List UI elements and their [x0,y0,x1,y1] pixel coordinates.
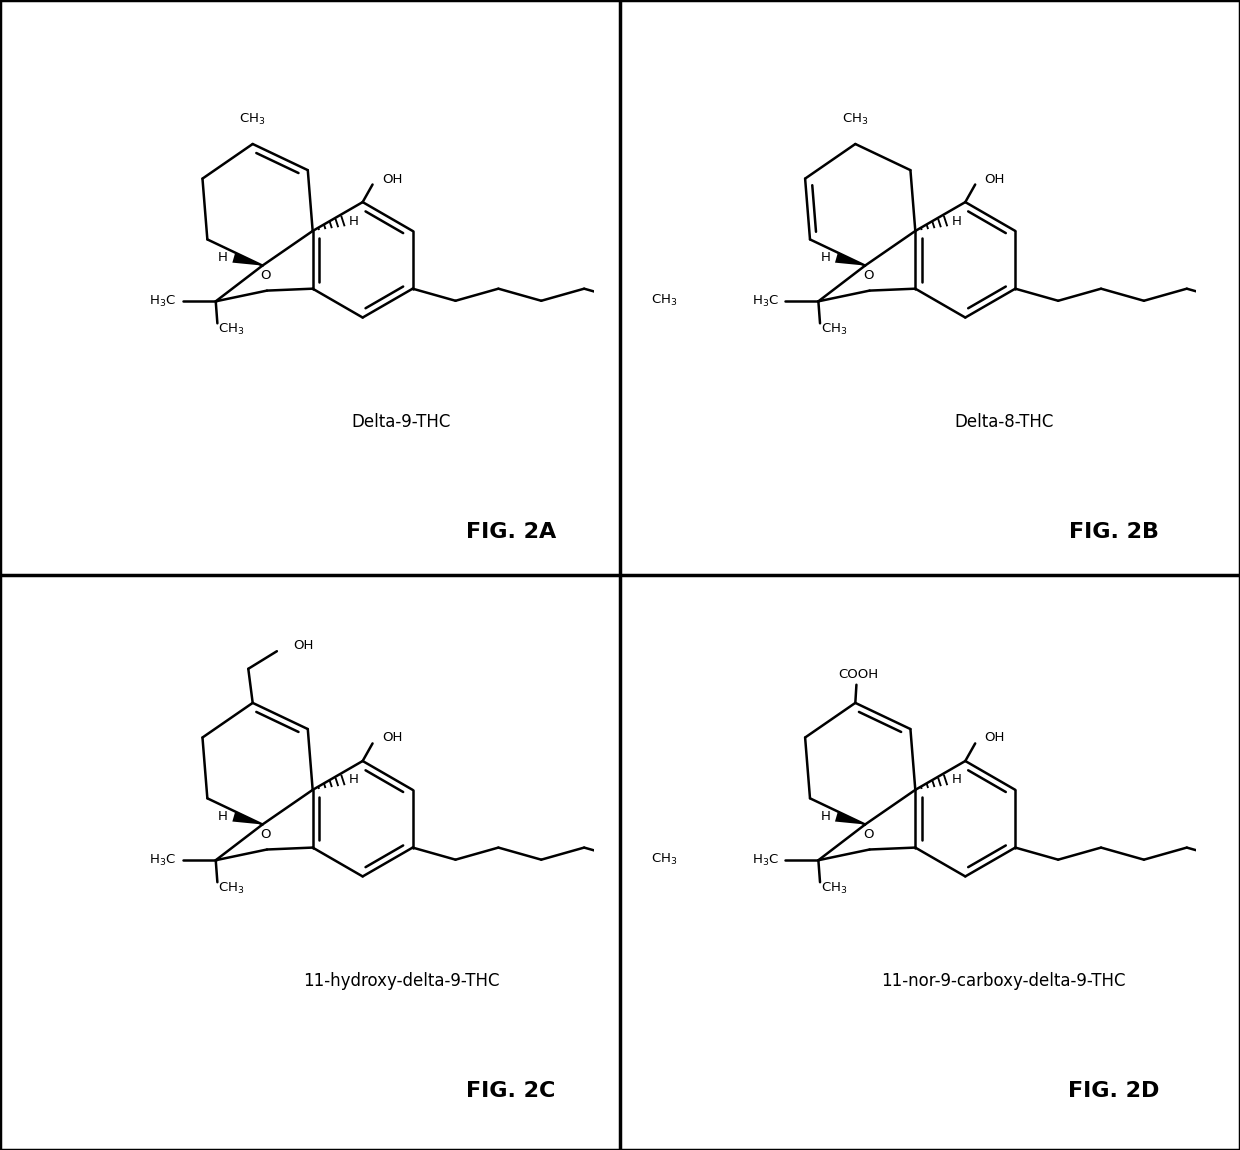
Text: O: O [260,828,272,841]
Text: H: H [951,215,961,228]
Polygon shape [835,811,866,825]
Text: FIG. 2A: FIG. 2A [466,522,557,542]
Text: Delta-9-THC: Delta-9-THC [351,413,451,431]
Text: FIG. 2C: FIG. 2C [466,1081,556,1101]
Text: FIG. 2B: FIG. 2B [1069,522,1158,542]
Polygon shape [835,252,866,266]
Text: COOH: COOH [838,668,878,681]
Text: CH$_3$: CH$_3$ [218,881,246,896]
Text: CH$_3$: CH$_3$ [821,881,848,896]
Polygon shape [232,252,263,266]
Polygon shape [232,811,263,825]
Text: OH: OH [985,172,1004,185]
Text: H: H [348,215,358,228]
Text: O: O [260,269,272,282]
Text: H: H [348,774,358,787]
Text: CH$_3$: CH$_3$ [239,112,265,126]
Text: CH$_3$: CH$_3$ [821,322,848,337]
Text: H: H [821,810,831,822]
Text: O: O [863,828,874,841]
Text: OH: OH [382,172,402,185]
Text: H: H [951,774,961,787]
Text: H: H [218,810,228,822]
Text: 11-hydroxy-delta-9-THC: 11-hydroxy-delta-9-THC [303,972,500,990]
Text: OH: OH [985,731,1004,744]
Text: CH$_3$: CH$_3$ [218,322,246,337]
Text: CH$_3$: CH$_3$ [651,293,678,308]
Text: H: H [218,251,228,263]
Text: CH$_3$: CH$_3$ [842,112,868,126]
Text: 11-nor-9-carboxy-delta-9-THC: 11-nor-9-carboxy-delta-9-THC [882,972,1126,990]
Text: H$_3$C: H$_3$C [751,852,779,868]
Text: OH: OH [294,639,314,652]
Text: FIG. 2D: FIG. 2D [1068,1081,1159,1101]
Text: OH: OH [382,731,402,744]
Text: H: H [821,251,831,263]
Text: CH$_3$: CH$_3$ [651,852,678,867]
Text: H$_3$C: H$_3$C [149,852,176,868]
Text: H$_3$C: H$_3$C [149,293,176,309]
Text: Delta-8-THC: Delta-8-THC [954,413,1054,431]
Text: O: O [863,269,874,282]
Text: H$_3$C: H$_3$C [751,293,779,309]
